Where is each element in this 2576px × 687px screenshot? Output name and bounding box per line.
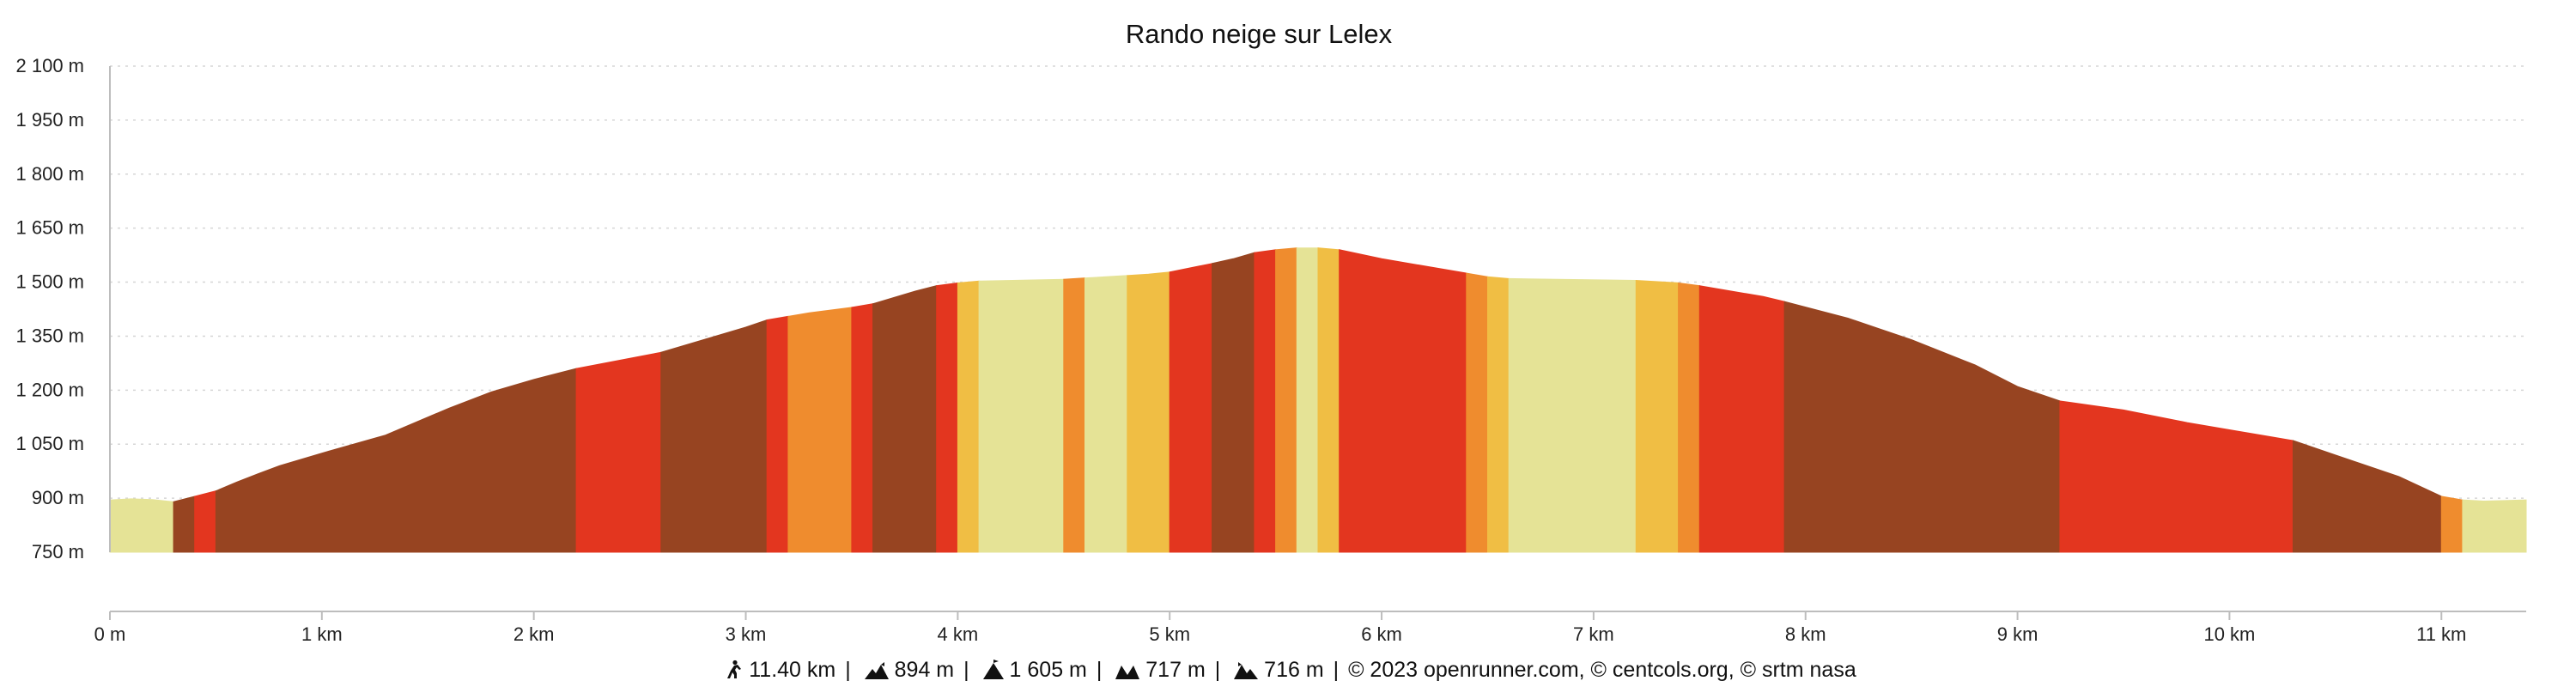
slope-band <box>1508 277 1637 553</box>
x-tick-label: 10 km <box>2203 623 2255 645</box>
x-tick-label: 11 km <box>2416 623 2466 645</box>
max-altitude-value: 1 605 m <box>1009 658 1087 682</box>
x-tick-label: 5 km <box>1149 623 1190 645</box>
slope-band <box>1635 279 1680 553</box>
slope-band <box>1084 275 1128 553</box>
x-tick-label: 3 km <box>726 623 767 645</box>
x-tick-label: 9 km <box>1997 623 2038 645</box>
y-tick-label: 1 650 m <box>16 217 85 239</box>
slope-band <box>2440 495 2464 553</box>
min-altitude-icon <box>1115 661 1140 686</box>
x-tick-label: 8 km <box>1785 623 1826 645</box>
slope-band <box>109 498 174 553</box>
slope-band <box>194 490 216 553</box>
slope-band <box>173 495 196 553</box>
y-tick-label: 2 100 m <box>16 55 85 76</box>
descent-icon <box>1233 661 1259 686</box>
slope-band <box>957 280 980 553</box>
x-tick-label: 1 km <box>301 623 343 645</box>
slope-band <box>2462 499 2527 553</box>
slope-band <box>787 307 853 553</box>
min-altitude-value: 717 m <box>1145 658 1206 682</box>
slope-band <box>1466 272 1488 553</box>
slope-band <box>575 351 662 553</box>
slope-band <box>2059 400 2293 553</box>
slope-band <box>1254 249 1277 553</box>
slope-band <box>1169 263 1213 553</box>
elevation-chart: Rando neige sur Lelex 750 m 900 m 1 050 m 1… <box>16 19 2527 645</box>
y-axis: 750 m 900 m 1 050 m 1 200 m 1 350 m 1 500 m 1 … <box>16 55 111 562</box>
slope-band <box>1212 252 1255 553</box>
elevation-profile-area <box>109 247 2527 553</box>
distance-value: 11.40 km <box>749 658 836 682</box>
descent-value: 716 m <box>1264 658 1324 682</box>
y-tick-label: 900 m <box>32 487 84 508</box>
slope-band <box>660 319 768 553</box>
slope-band <box>978 278 1065 553</box>
separator: | <box>1214 658 1221 682</box>
ascent-value: 894 m <box>894 658 955 682</box>
track-summary: 11.40 km | 894 m | 1 605 m | 717 m | 716… <box>0 658 2576 686</box>
x-tick-label: 6 km <box>1361 623 1402 645</box>
y-tick-label: 1 350 m <box>16 325 85 346</box>
slope-band <box>1783 301 2061 553</box>
x-tick-label: 2 km <box>513 623 555 645</box>
ascent-icon <box>864 661 890 686</box>
x-tick-label: 4 km <box>938 623 979 645</box>
y-tick-label: 1 950 m <box>16 109 85 131</box>
x-tick-label: 0 m <box>94 623 126 645</box>
slope-band <box>1678 282 1700 553</box>
slope-band <box>1487 276 1510 553</box>
slope-band <box>1317 247 1340 553</box>
y-tick-label: 750 m <box>32 541 84 562</box>
slope-band <box>851 303 874 553</box>
slope-band <box>2293 440 2442 553</box>
separator: | <box>845 658 851 682</box>
slope-band <box>766 315 789 553</box>
slope-band <box>872 285 938 553</box>
slope-band <box>1339 249 1467 553</box>
slope-band <box>1275 247 1297 553</box>
y-tick-label: 1 800 m <box>16 163 85 185</box>
slope-band <box>1698 285 1785 553</box>
separator: | <box>963 658 969 682</box>
slope-band <box>936 282 958 553</box>
chart-title: Rando neige sur Lelex <box>1126 19 1393 49</box>
y-tick-label: 1 500 m <box>16 271 85 293</box>
y-tick-label: 1 200 m <box>16 379 85 400</box>
slope-band <box>215 368 577 553</box>
y-tick-label: 1 050 m <box>16 433 85 454</box>
max-altitude-icon <box>982 660 1005 686</box>
copyright-text: © 2023 openrunner.com, © centcols.org, ©… <box>1348 658 1856 682</box>
hiker-icon <box>723 660 744 686</box>
separator: | <box>1333 658 1340 682</box>
slope-band <box>1063 277 1085 553</box>
slope-band <box>1296 247 1319 553</box>
slope-band <box>1127 271 1170 553</box>
x-axis: 0 m 1 km 2 km 3 km 4 km 5 km 6 km 7 km 8 km 9 km 1… <box>94 611 2526 645</box>
x-tick-label: 7 km <box>1573 623 1614 645</box>
separator: | <box>1096 658 1103 682</box>
